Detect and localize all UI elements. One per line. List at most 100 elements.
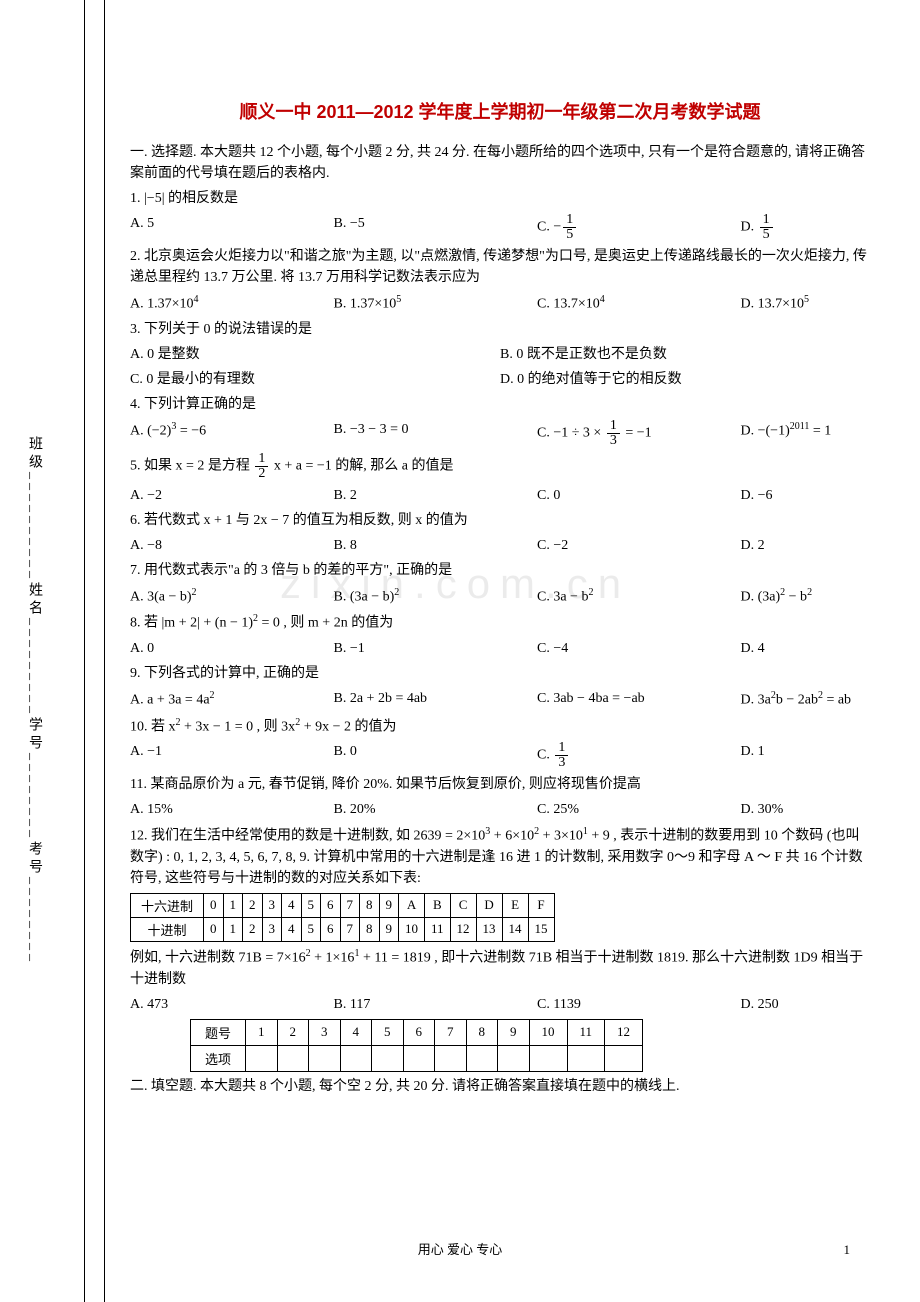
dec-cell: 3 — [262, 917, 282, 941]
page-number: 1 — [844, 1242, 851, 1258]
footer-text: 用心 爱心 专心 — [0, 1239, 920, 1258]
q9-A: A. a + 3a = 4a2 — [130, 688, 334, 711]
dec-cell: 2 — [243, 917, 263, 941]
q12-stem-b: 例如, 十六进制数 71B = 7×162 + 1×161 + 11 = 181… — [130, 946, 870, 990]
answer-header-label: 题号 — [191, 1019, 246, 1045]
answer-num: 11 — [567, 1019, 605, 1045]
answer-num: 7 — [435, 1019, 467, 1045]
q10-stem: 10. 若 x2 + 3x − 1 = 0 , 则 3x2 + 9x − 2 的… — [130, 715, 870, 738]
q1-B: B. −5 — [334, 213, 538, 242]
dec-cell: 13 — [476, 917, 502, 941]
q1-A: A. 5 — [130, 213, 334, 242]
q6-C: C. −2 — [537, 535, 741, 556]
q12-stem-a: 12. 我们在生活中经常使用的数是十进制数, 如 2639 = 2×103 + … — [130, 824, 870, 889]
hex-cell: 4 — [282, 893, 302, 917]
dec-cell: 14 — [502, 917, 528, 941]
answer-num: 6 — [403, 1019, 435, 1045]
q12-C: C. 1139 — [537, 994, 741, 1015]
q9-B: B. 2a + 2b = 4ab — [334, 688, 538, 711]
answer-cell — [246, 1045, 278, 1071]
hex-cell: B — [425, 893, 451, 917]
q8-C: C. −4 — [537, 638, 741, 659]
answer-num: 12 — [605, 1019, 643, 1045]
q3-options-2: C. 0 是最小的有理数 D. 0 的绝对值等于它的相反数 — [130, 369, 870, 390]
answer-num: 2 — [277, 1019, 309, 1045]
q5-options: A. −2 B. 2 C. 0 D. −6 — [130, 485, 870, 506]
dec-label: 十进制 — [131, 917, 204, 941]
answer-value-row: 选项 — [191, 1045, 643, 1071]
q8-D: D. 4 — [741, 638, 871, 659]
dec-cell: 12 — [450, 917, 476, 941]
q7-options: A. 3(a − b)2 B. (3a − b)2 C. 3a − b2 D. … — [130, 585, 870, 608]
hex-cell: A — [399, 893, 425, 917]
q11-A: A. 15% — [130, 799, 334, 820]
q10-B: B. 0 — [334, 741, 538, 770]
hex-cell: D — [476, 893, 502, 917]
q12-D: D. 250 — [741, 994, 871, 1015]
answer-cell — [498, 1045, 530, 1071]
sidebar-info: 班级__________姓名_________学号________考号_____… — [24, 350, 44, 1050]
q10-C: C. 13 — [537, 741, 741, 770]
section2-intro: 二. 填空题. 本大题共 8 个小题, 每个空 2 分, 共 20 分. 请将正… — [130, 1076, 870, 1097]
q2-C: C. 13.7×104 — [537, 292, 741, 315]
q2-D: D. 13.7×105 — [741, 292, 871, 315]
q6-stem: 6. 若代数式 x + 1 与 2x − 7 的值互为相反数, 则 x 的值为 — [130, 510, 870, 531]
dec-cell: 5 — [301, 917, 321, 941]
dec-cell: 6 — [321, 917, 341, 941]
answer-num: 4 — [340, 1019, 372, 1045]
q5-D: D. −6 — [741, 485, 871, 506]
q1-D: D. 15 — [741, 213, 871, 242]
q5-A: A. −2 — [130, 485, 334, 506]
q7-B: B. (3a − b)2 — [334, 585, 538, 608]
answer-header-row: 题号 1 2 3 4 5 6 7 8 9 10 11 12 — [191, 1019, 643, 1045]
page: 班级__________姓名_________学号________考号_____… — [0, 0, 920, 1302]
answer-value-label: 选项 — [191, 1045, 246, 1071]
q3-stem: 3. 下列关于 0 的说法错误的是 — [130, 319, 870, 340]
dec-row: 十进制 0 1 2 3 4 5 6 7 8 9 10 11 12 13 14 1… — [131, 917, 555, 941]
dec-cell: 8 — [360, 917, 380, 941]
q2-stem: 2. 北京奥运会火炬接力以"和谐之旅"为主题, 以"点燃激情, 传递梦想"为口号… — [130, 246, 870, 288]
q9-C: C. 3ab − 4ba = −ab — [537, 688, 741, 711]
answer-table: 题号 1 2 3 4 5 6 7 8 9 10 11 12 选项 — [190, 1019, 643, 1072]
margin-line-1 — [84, 0, 85, 1302]
q5-C: C. 0 — [537, 485, 741, 506]
dec-cell: 9 — [379, 917, 399, 941]
answer-num: 9 — [498, 1019, 530, 1045]
q10-A: A. −1 — [130, 741, 334, 770]
q3-A: A. 0 是整数 — [130, 344, 500, 365]
dec-cell: 7 — [340, 917, 360, 941]
dec-cell: 1 — [223, 917, 243, 941]
q2-B: B. 1.37×105 — [334, 292, 538, 315]
hex-cell: C — [450, 893, 476, 917]
q4-D: D. −(−1)2011 = 1 — [741, 419, 871, 448]
q8-options: A. 0 B. −1 C. −4 D. 4 — [130, 638, 870, 659]
q5-stem: 5. 如果 x = 2 是方程 12 x + a = −1 的解, 那么 a 的… — [130, 452, 870, 481]
q10-D: D. 1 — [741, 741, 871, 770]
q4-options: A. (−2)3 = −6 B. −3 − 3 = 0 C. −1 ÷ 3 × … — [130, 419, 870, 448]
answer-cell — [435, 1045, 467, 1071]
q12-A: A. 473 — [130, 994, 334, 1015]
hex-cell: 6 — [321, 893, 341, 917]
exam-title: 顺义一中 2011—2012 学年度上学期初一年级第二次月考数学试题 — [130, 98, 870, 124]
answer-cell — [372, 1045, 404, 1071]
q6-options: A. −8 B. 8 C. −2 D. 2 — [130, 535, 870, 556]
answer-cell — [605, 1045, 643, 1071]
content: 顺义一中 2011—2012 学年度上学期初一年级第二次月考数学试题 一. 选择… — [130, 98, 870, 1101]
hex-cell: F — [528, 893, 554, 917]
q11-D: D. 30% — [741, 799, 871, 820]
hex-cell: 3 — [262, 893, 282, 917]
q7-A: A. 3(a − b)2 — [130, 585, 334, 608]
q8-stem: 8. 若 |m + 2| + (n − 1)2 = 0 , 则 m + 2n 的… — [130, 611, 870, 634]
answer-cell — [340, 1045, 372, 1071]
dec-cell: 0 — [204, 917, 224, 941]
q9-options: A. a + 3a = 4a2 B. 2a + 2b = 4ab C. 3ab … — [130, 688, 870, 711]
answer-cell — [309, 1045, 341, 1071]
q3-options-1: A. 0 是整数 B. 0 既不是正数也不是负数 — [130, 344, 870, 365]
hex-row: 十六进制 0 1 2 3 4 5 6 7 8 9 A B C D E F — [131, 893, 555, 917]
answer-num: 1 — [246, 1019, 278, 1045]
answer-num: 10 — [529, 1019, 567, 1045]
q7-C: C. 3a − b2 — [537, 585, 741, 608]
q7-stem: 7. 用代数式表示"a 的 3 倍与 b 的差的平方", 正确的是 — [130, 560, 870, 581]
q6-A: A. −8 — [130, 535, 334, 556]
dec-cell: 4 — [282, 917, 302, 941]
